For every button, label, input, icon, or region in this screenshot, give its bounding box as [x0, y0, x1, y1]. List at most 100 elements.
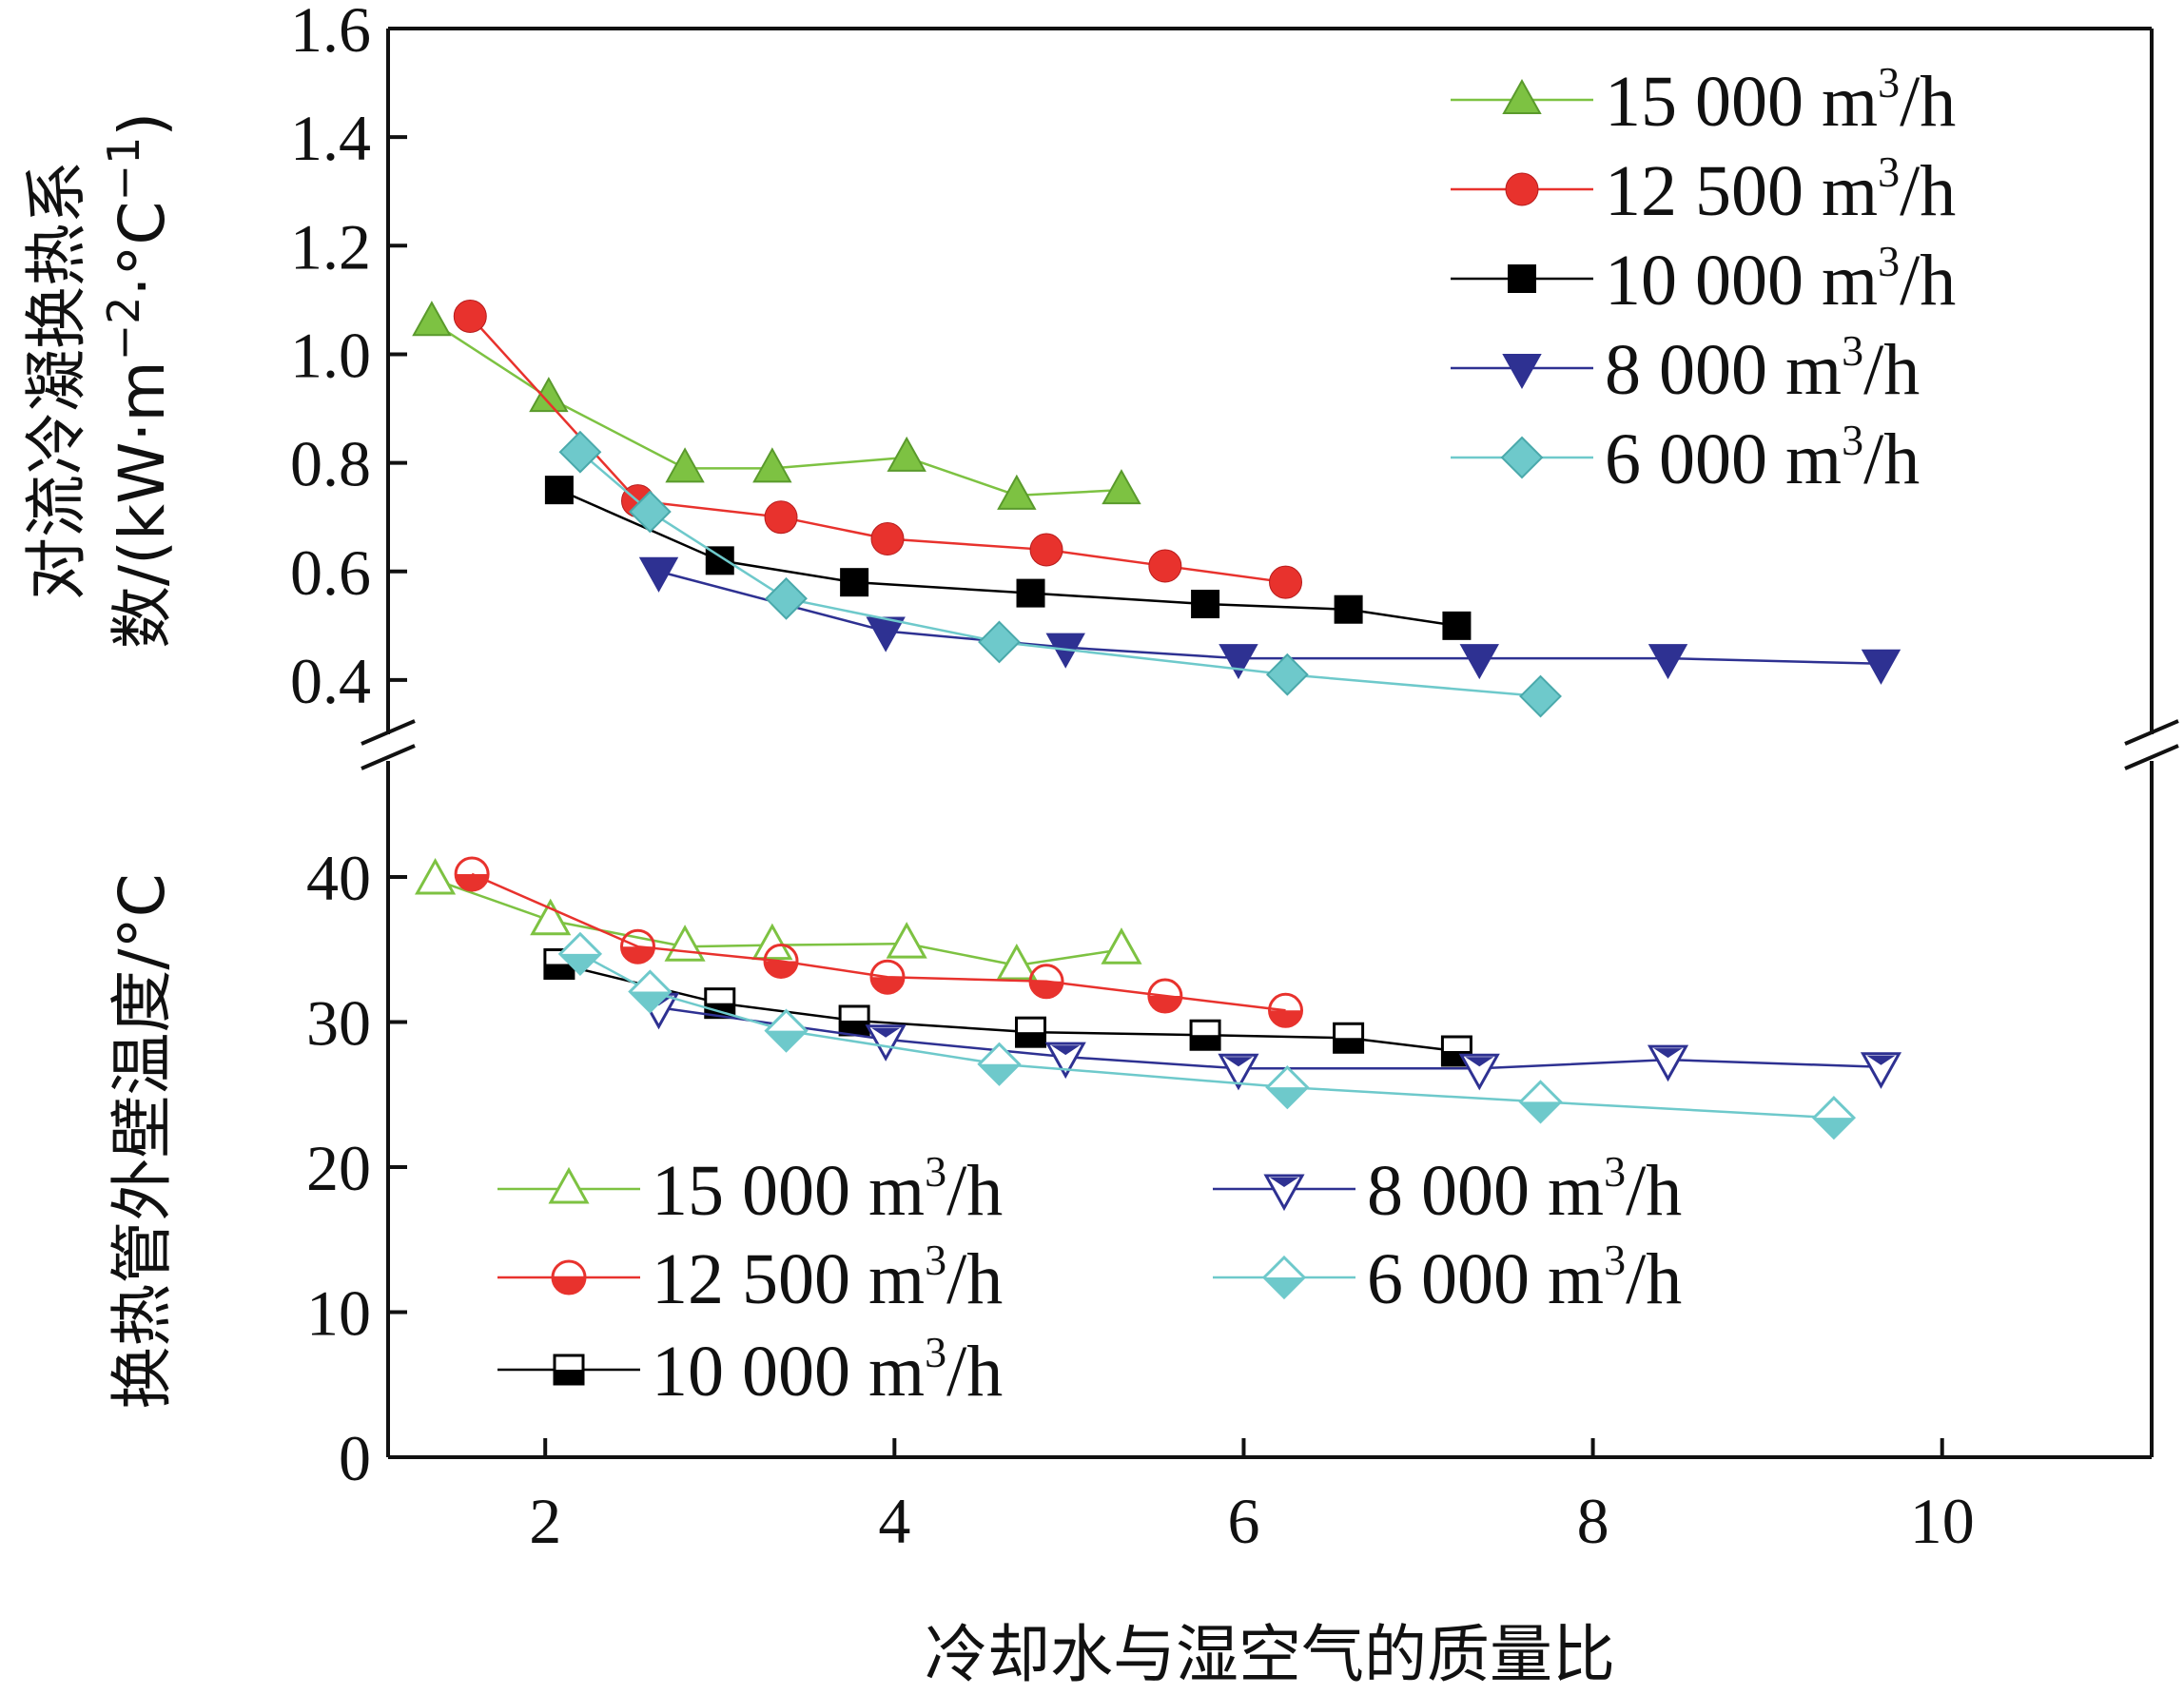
lower-data-point [1265, 1065, 1310, 1110]
upper-y-tick-label: 1.6 [290, 0, 371, 66]
legend-unit-end: /h [1863, 419, 1920, 499]
legend-value: 15 000 [652, 1151, 868, 1231]
lower-legend-label: 6 000 m3/h [1367, 1236, 1682, 1319]
lower-y-tick-label: 30 [306, 987, 371, 1060]
axis-break-left [361, 719, 416, 770]
upper-legend-label: 8 000 m3/h [1605, 326, 1920, 410]
upper-data-point [752, 447, 792, 483]
legend-value: 6 000 [1605, 419, 1785, 499]
legend-value: 6 000 [1367, 1239, 1548, 1319]
upper-series-8000 [638, 556, 1901, 685]
upper-y-tick-label: 0.6 [290, 536, 371, 609]
upper-series-line [579, 451, 1541, 698]
legend-value: 15 000 [1605, 62, 1822, 142]
x-tick-label: 2 [529, 1485, 561, 1557]
upper-ylabel-part1: 数/(kW·m [106, 360, 179, 649]
lower-series-6000 [557, 931, 1857, 1140]
lower-data-point [869, 959, 906, 995]
lower-data-point [415, 857, 457, 895]
legend-unit: m [1548, 1239, 1604, 1319]
legend-unit: m [1785, 330, 1842, 410]
lower-legend-entry: 15 000 m3/h [497, 1147, 1003, 1231]
upper-y-axis: 0.4 0.6 0.8 1.0 1.2 1.4 1.6 [290, 0, 407, 717]
lower-data-point [557, 931, 603, 976]
upper-legend-label: 12 500 m3/h [1605, 147, 1956, 231]
legend-unit-end: /h [946, 1151, 1003, 1231]
lower-y-axis-title: 换热管外壁温度/°C [106, 873, 179, 1409]
lower-series-group [415, 856, 1902, 1140]
upper-legend-marker [1505, 172, 1539, 206]
upper-data-point [529, 377, 569, 413]
lower-data-point [763, 943, 799, 979]
lower-data-point [1101, 927, 1142, 964]
x-axis-title: 冷却水与湿空气的质量比 [925, 1618, 1615, 1691]
upper-data-point [765, 576, 808, 620]
upper-legend-marker [1502, 354, 1542, 390]
axis-break-right [2124, 719, 2179, 770]
legend-unit: m [1785, 419, 1842, 499]
upper-data-point [1459, 644, 1499, 680]
legend-value: 8 000 [1367, 1151, 1548, 1231]
upper-data-point [997, 474, 1037, 510]
legend-exp: 3 [1842, 326, 1863, 375]
legend-exp: 3 [1604, 1147, 1626, 1196]
upper-data-point [1334, 594, 1363, 624]
upper-y-tick-label: 1.0 [290, 319, 371, 391]
lower-data-point [704, 987, 736, 1020]
upper-y-tick-label: 0.4 [290, 645, 371, 717]
upper-y-tick-label: 1.2 [290, 210, 371, 282]
lower-data-point [1860, 1052, 1902, 1089]
legend-exp: 3 [1604, 1236, 1626, 1284]
lower-data-point [628, 969, 673, 1014]
legend-unit: m [868, 1151, 925, 1231]
upper-legend-entry: 10 000 m3/h [1451, 237, 1956, 321]
upper-legend-marker [1508, 264, 1536, 293]
legend-unit-end: /h [1863, 330, 1920, 410]
legend-exp: 3 [1878, 237, 1900, 285]
upper-data-point [558, 430, 602, 474]
legend-value: 10 000 [1605, 241, 1822, 321]
upper-data-point [638, 556, 679, 593]
legend-exp: 3 [925, 1147, 946, 1196]
x-axis: 2 4 6 8 10 [529, 1438, 1975, 1557]
upper-y-axis-title-line1: 对流冷凝换热系 [20, 161, 93, 600]
upper-ylabel-exp2: −1 [98, 137, 149, 202]
upper-legend-entry: 12 500 m3/h [1451, 147, 1956, 231]
lower-y-tick-label: 0 [339, 1422, 371, 1494]
upper-data-point [1148, 549, 1182, 583]
lower-data-point [764, 1008, 809, 1053]
x-tick-label: 10 [1910, 1485, 1975, 1557]
x-tick-label: 4 [878, 1485, 910, 1557]
lower-y-tick-label: 10 [306, 1277, 371, 1350]
lower-y-tick-label: 40 [306, 842, 371, 914]
legend-unit: m [868, 1332, 925, 1412]
upper-y-tick-label: 1.4 [290, 102, 371, 174]
upper-data-point [453, 300, 487, 334]
lower-legend-entry: 10 000 m3/h [497, 1328, 1003, 1412]
upper-data-point [887, 436, 926, 472]
legend-value: 12 500 [1605, 151, 1822, 231]
upper-legend-label: 6 000 m3/h [1605, 416, 1920, 499]
lower-data-point [619, 928, 655, 964]
lower-legend-entry: 6 000 m3/h [1213, 1236, 1682, 1319]
lower-data-point [1333, 1022, 1365, 1054]
upper-ylabel-exp1: −2 [98, 297, 149, 361]
lower-legend-marker [551, 1259, 587, 1296]
legend-exp: 3 [1878, 58, 1900, 107]
lower-data-point [1044, 1042, 1086, 1080]
legend-unit: m [868, 1239, 925, 1319]
lower-legend-label: 10 000 m3/h [652, 1328, 1003, 1412]
legend-unit: m [1548, 1151, 1604, 1231]
legend-unit-end: /h [946, 1332, 1003, 1412]
lower-data-point [530, 898, 572, 936]
lower-legend-label: 15 000 m3/h [652, 1147, 1003, 1231]
lower-legend: 15 000 m3/h12 500 m3/h10 000 m3/h8 000 m… [497, 1147, 1682, 1412]
upper-data-point [866, 616, 906, 653]
upper-legend-marker [1502, 78, 1542, 114]
upper-data-point [1269, 565, 1303, 599]
lower-data-point [1518, 1080, 1563, 1124]
upper-data-point [1519, 674, 1562, 718]
lower-legend-label: 8 000 m3/h [1367, 1147, 1682, 1231]
upper-data-point [1191, 590, 1220, 619]
